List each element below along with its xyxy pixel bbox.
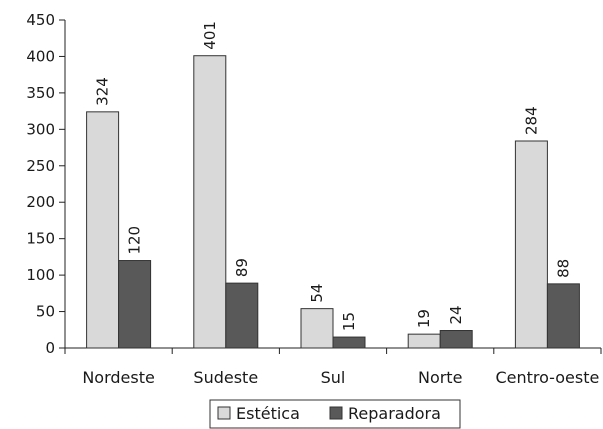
data-label: 89 xyxy=(233,258,251,277)
y-tick-label: 100 xyxy=(26,266,55,284)
x-axis: Nordeste Sudeste Sul Norte Centro-oeste xyxy=(64,347,602,387)
data-label: 19 xyxy=(415,309,433,328)
legend: Estética Reparadora xyxy=(209,399,461,429)
bar-reparadora-sudeste xyxy=(225,282,259,349)
data-label: 15 xyxy=(340,312,358,331)
bar-estética-sudeste xyxy=(193,55,227,349)
bar-reparadora-norte xyxy=(439,330,473,349)
x-tick-label: Sudeste xyxy=(193,368,258,387)
data-label: 324 xyxy=(94,77,112,106)
y-tick-label: 250 xyxy=(26,157,55,175)
x-tick-label: Norte xyxy=(418,368,462,387)
x-tick-label: Sul xyxy=(321,368,346,387)
bar-reparadora-nordeste xyxy=(118,260,152,349)
bar-estética-centro-oeste xyxy=(514,140,548,349)
y-tick-label: 50 xyxy=(36,303,55,321)
y-axis: 0 50 100 150 200 250 300 350 400 450 xyxy=(26,11,66,357)
legend-label: Reparadora xyxy=(348,404,441,423)
y-tick-label: 150 xyxy=(26,230,55,248)
data-label: 88 xyxy=(554,259,572,278)
x-tick-label: Centro-oeste xyxy=(495,368,599,387)
legend-label: Estética xyxy=(236,404,300,423)
bar-reparadora-centro-oeste xyxy=(546,283,580,349)
y-tick-label: 450 xyxy=(26,11,55,29)
legend-swatch-reparadora xyxy=(329,406,343,420)
bar-estética-norte xyxy=(407,333,441,349)
data-labels: 324 401 54 19 284 120 89 15 24 88 xyxy=(94,21,573,331)
y-tick-label: 400 xyxy=(26,47,55,65)
bar-estética-sul xyxy=(300,308,334,349)
bars xyxy=(86,55,580,349)
data-label: 401 xyxy=(201,21,219,50)
data-label: 284 xyxy=(522,106,540,135)
x-tick-label: Nordeste xyxy=(82,368,155,387)
y-tick-label: 300 xyxy=(26,120,55,138)
data-label: 24 xyxy=(447,305,465,324)
bar-reparadora-sul xyxy=(332,336,366,349)
y-tick-label: 350 xyxy=(26,84,55,102)
y-tick-label: 0 xyxy=(45,339,55,357)
data-label: 54 xyxy=(308,284,326,303)
y-tick-label: 200 xyxy=(26,193,55,211)
data-label: 120 xyxy=(126,226,144,255)
legend-swatch-estética xyxy=(217,406,231,420)
bar-estética-nordeste xyxy=(86,111,120,349)
